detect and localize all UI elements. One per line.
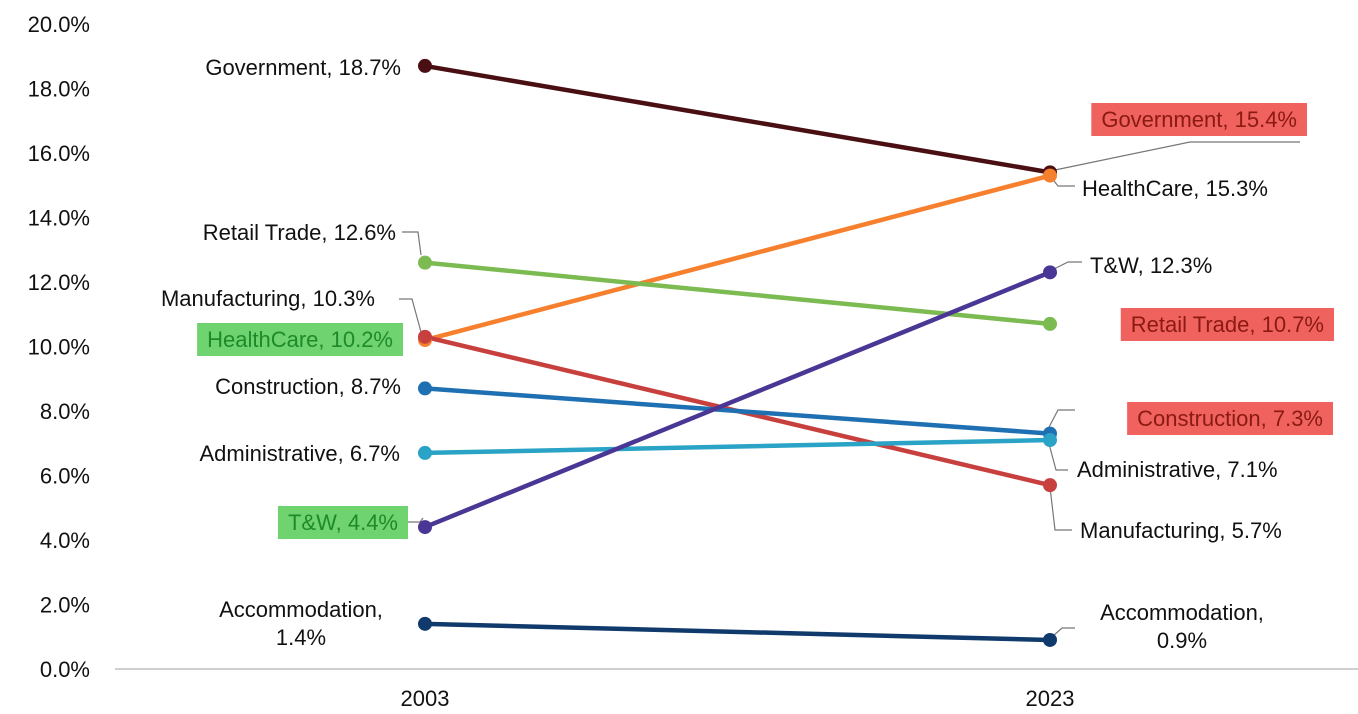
series-line-4 xyxy=(422,386,1053,436)
series-lines xyxy=(422,63,1053,643)
data-label: T&W, 12.3% xyxy=(1090,253,1212,278)
data-label: Retail Trade, 10.7% xyxy=(1120,308,1334,341)
data-label-text: HealthCare, 15.3% xyxy=(1082,176,1268,201)
data-label: Administrative, 7.1% xyxy=(1077,457,1278,482)
leader-line xyxy=(402,231,422,256)
series-line-6 xyxy=(422,270,1053,530)
data-point xyxy=(418,329,432,344)
data-point xyxy=(418,445,432,460)
data-label-text: Manufacturing, 10.3% xyxy=(161,286,375,311)
data-point xyxy=(418,58,432,73)
data-label-text: HealthCare, 10.2% xyxy=(207,327,393,352)
label-highlight-box xyxy=(277,506,408,539)
data-label-text: Accommodation, 0.9% xyxy=(1100,600,1264,653)
data-label: Manufacturing, 10.3% xyxy=(161,286,375,311)
data-label-line: Accommodation, xyxy=(219,597,383,622)
data-label-text: Construction, 7.3% xyxy=(1137,406,1323,431)
label-highlight-box xyxy=(197,323,403,356)
leader-line xyxy=(1052,627,1075,637)
data-point xyxy=(418,520,432,535)
data-label-text: Administrative, 7.1% xyxy=(1077,457,1278,482)
data-label: Construction, 8.7% xyxy=(215,374,401,399)
series-line-5 xyxy=(422,437,1053,456)
data-label: Government, 18.7% xyxy=(205,55,401,80)
data-point xyxy=(1043,265,1057,280)
y-tick-label: 12.0% xyxy=(28,270,90,295)
data-label-text: Construction, 8.7% xyxy=(215,374,401,399)
data-label-text: Retail Trade, 10.7% xyxy=(1131,312,1324,337)
leader-line xyxy=(1049,486,1072,531)
data-label-text: Government, 18.7% xyxy=(205,55,401,80)
data-point xyxy=(1043,316,1057,331)
data-label-text: Administrative, 6.7% xyxy=(199,441,400,466)
data-label-line: Accommodation, xyxy=(1100,600,1264,625)
y-tick-label: 4.0% xyxy=(40,528,90,553)
label-highlight-box xyxy=(1127,402,1333,435)
y-tick-label: 16.0% xyxy=(28,141,90,166)
data-labels: Government, 18.7% Government, 15.4% Health… xyxy=(161,55,1334,653)
series-line-7 xyxy=(422,621,1053,643)
y-tick-label: 18.0% xyxy=(28,77,90,102)
data-label: Administrative, 6.7% xyxy=(199,441,400,466)
data-label-line: 0.9% xyxy=(1157,628,1207,653)
data-point xyxy=(1043,478,1057,493)
x-tick-label: 2003 xyxy=(401,686,450,711)
y-axis: 0.0% 2.0% 4.0% 6.0% 8.0% 10.0% 12.0% 14.0% 16.0%… xyxy=(28,12,90,682)
data-label: Accommodation, 0.9% xyxy=(1100,600,1264,653)
data-point xyxy=(1043,433,1057,448)
y-tick-label: 0.0% xyxy=(40,657,90,682)
data-label-text: Manufacturing, 5.7% xyxy=(1080,518,1282,543)
y-tick-label: 20.0% xyxy=(28,12,90,37)
data-point xyxy=(1043,168,1057,183)
y-tick-label: 14.0% xyxy=(28,206,90,231)
label-highlight-box xyxy=(1091,103,1307,136)
leader-line xyxy=(1047,409,1075,430)
y-tick-label: 6.0% xyxy=(40,464,90,489)
label-leader-lines xyxy=(399,141,1300,637)
leader-line xyxy=(1051,261,1082,271)
data-label: Retail Trade, 12.6% xyxy=(203,220,396,245)
data-point xyxy=(418,616,432,631)
data-label: Construction, 7.3% xyxy=(1127,402,1333,435)
data-point xyxy=(418,381,432,396)
series-points xyxy=(418,58,1057,647)
data-label-text: T&W, 4.4% xyxy=(288,510,398,535)
data-label-text: T&W, 12.3% xyxy=(1090,253,1212,278)
data-label: Government, 15.4% xyxy=(1091,103,1307,136)
series-line-0 xyxy=(422,63,1053,175)
y-tick-label: 10.0% xyxy=(28,335,90,360)
data-label: T&W, 4.4% xyxy=(277,506,408,539)
data-label: Manufacturing, 5.7% xyxy=(1080,518,1282,543)
series-line-1 xyxy=(422,173,1053,343)
x-axis: 2003 2023 xyxy=(115,668,1358,711)
data-point xyxy=(1043,632,1057,647)
x-tick-label: 2023 xyxy=(1026,686,1075,711)
leader-line xyxy=(399,298,422,333)
data-label: HealthCare, 10.2% xyxy=(197,323,403,356)
data-label: Accommodation, 1.4% xyxy=(219,597,383,650)
data-label: HealthCare, 15.3% xyxy=(1082,176,1268,201)
y-tick-label: 2.0% xyxy=(40,593,90,618)
leader-line xyxy=(1054,141,1300,171)
data-point xyxy=(418,255,432,270)
data-label-text: Accommodation, 1.4% xyxy=(219,597,383,650)
label-highlight-box xyxy=(1120,308,1334,341)
data-label-text: Government, 15.4% xyxy=(1101,107,1297,132)
data-label-line: 1.4% xyxy=(276,625,326,650)
y-tick-label: 8.0% xyxy=(40,399,90,424)
data-label-text: Retail Trade, 12.6% xyxy=(203,220,396,245)
leader-line xyxy=(1047,439,1068,471)
